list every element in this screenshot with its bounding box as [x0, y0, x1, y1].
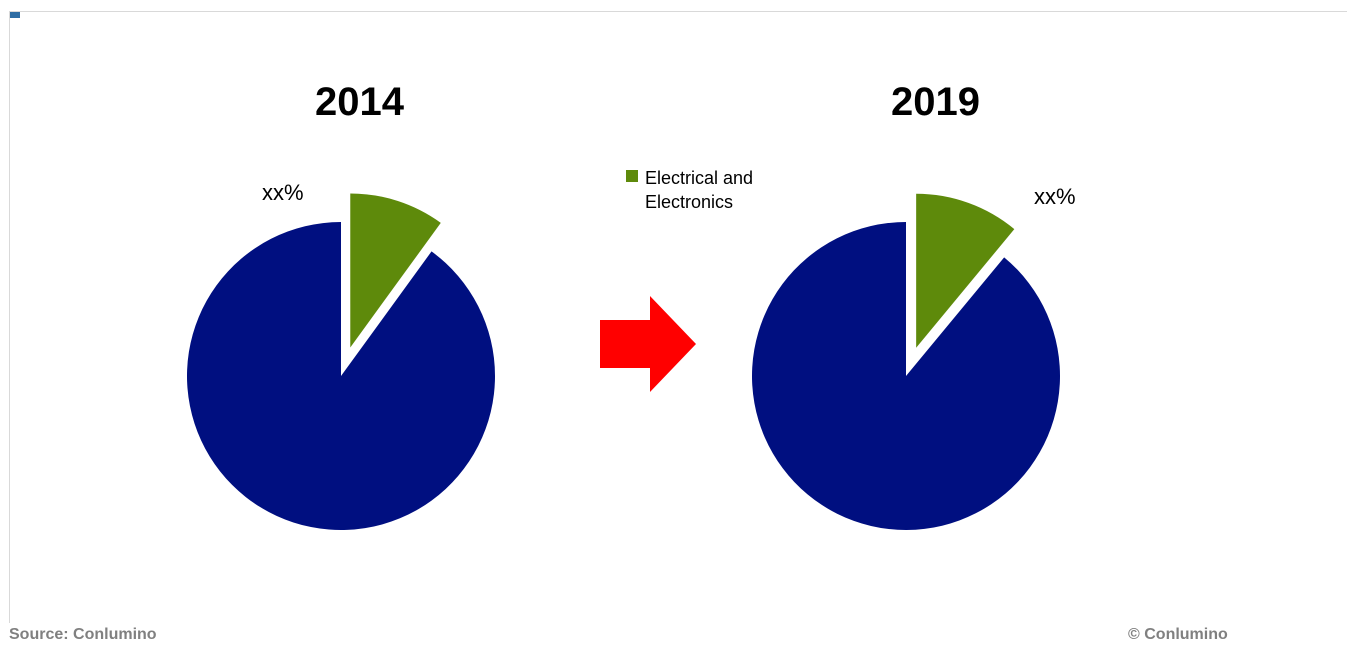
legend: Electrical and Electronics [626, 166, 805, 214]
slice-label-2019: xx% [1034, 184, 1076, 209]
corner-accent [10, 12, 20, 18]
pie-title-2019: 2019 [891, 80, 980, 124]
pie-2019 [751, 193, 1060, 530]
pie-title-2014: 2014 [315, 80, 404, 124]
copyright-note: © Conlumino [1128, 626, 1228, 643]
source-note: Source: Conlumino [9, 626, 157, 643]
arrow-right-icon [600, 296, 696, 392]
legend-label: Electrical and Electronics [645, 168, 754, 212]
pie-slice-electrical [916, 193, 1015, 348]
legend-swatch [626, 170, 638, 182]
chart-frame [9, 11, 1347, 623]
slice-label-2014: xx% [262, 180, 304, 205]
pie-slice-other [186, 222, 495, 530]
pie-slice-electrical [350, 193, 441, 348]
pie-2014 [186, 193, 495, 530]
pie-slice-other [751, 222, 1060, 530]
